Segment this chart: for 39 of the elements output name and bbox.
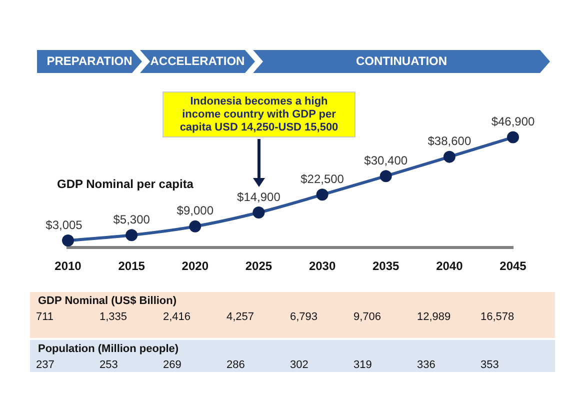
data-label: 711 xyxy=(36,311,54,323)
data-label: 336 xyxy=(417,359,436,371)
text: PREPARATION xyxy=(37,50,142,73)
data-label: 6,793 xyxy=(290,311,318,323)
data-label: 269 xyxy=(163,359,182,371)
data-label: 12,989 xyxy=(417,311,451,323)
x-tick-label: 2015 xyxy=(118,259,146,274)
x-tick-label: 2040 xyxy=(436,259,464,274)
data-label: 319 xyxy=(354,359,372,371)
data-label: 353 xyxy=(480,359,499,371)
text: Indonesia becomes a high income country with GDP per capita USD 14,250-USD 15,500 xyxy=(180,96,338,134)
x-tick-label: 2020 xyxy=(182,259,209,274)
data-label: $3,005 xyxy=(46,218,83,232)
data-label: 4,257 xyxy=(226,311,254,323)
data-label: 16,578 xyxy=(480,311,514,323)
text: Population (Million people) xyxy=(38,343,179,355)
data-label: $5,300 xyxy=(113,212,150,226)
x-tick-label: 2025 xyxy=(245,259,272,274)
text: GDP Nominal (US$ Billion) xyxy=(38,295,177,307)
data-label: 2,416 xyxy=(163,311,191,323)
text: ACCELERATION xyxy=(140,50,255,73)
data-label: $9,000 xyxy=(176,204,214,218)
data-label: $22,500 xyxy=(300,172,344,186)
data-label: 253 xyxy=(100,359,118,371)
x-tick-label: 2045 xyxy=(500,259,527,274)
text: CONTINUATION xyxy=(253,50,550,73)
x-tick-label: 2035 xyxy=(372,259,400,274)
data-label: 1,335 xyxy=(100,311,128,323)
data-label: $38,600 xyxy=(428,134,472,148)
data-label: 286 xyxy=(226,359,245,371)
data-label: 237 xyxy=(36,359,54,371)
data-label: 9,706 xyxy=(354,311,382,323)
x-tick-label: 2030 xyxy=(308,259,336,274)
data-label: $46,900 xyxy=(491,114,536,129)
x-tick-label: 2010 xyxy=(54,259,82,274)
data-label: $14,900 xyxy=(237,190,281,204)
data-label: $30,400 xyxy=(364,153,408,168)
data-label: 302 xyxy=(290,359,308,371)
y-axis-title: GDP Nominal per capita xyxy=(57,177,194,191)
